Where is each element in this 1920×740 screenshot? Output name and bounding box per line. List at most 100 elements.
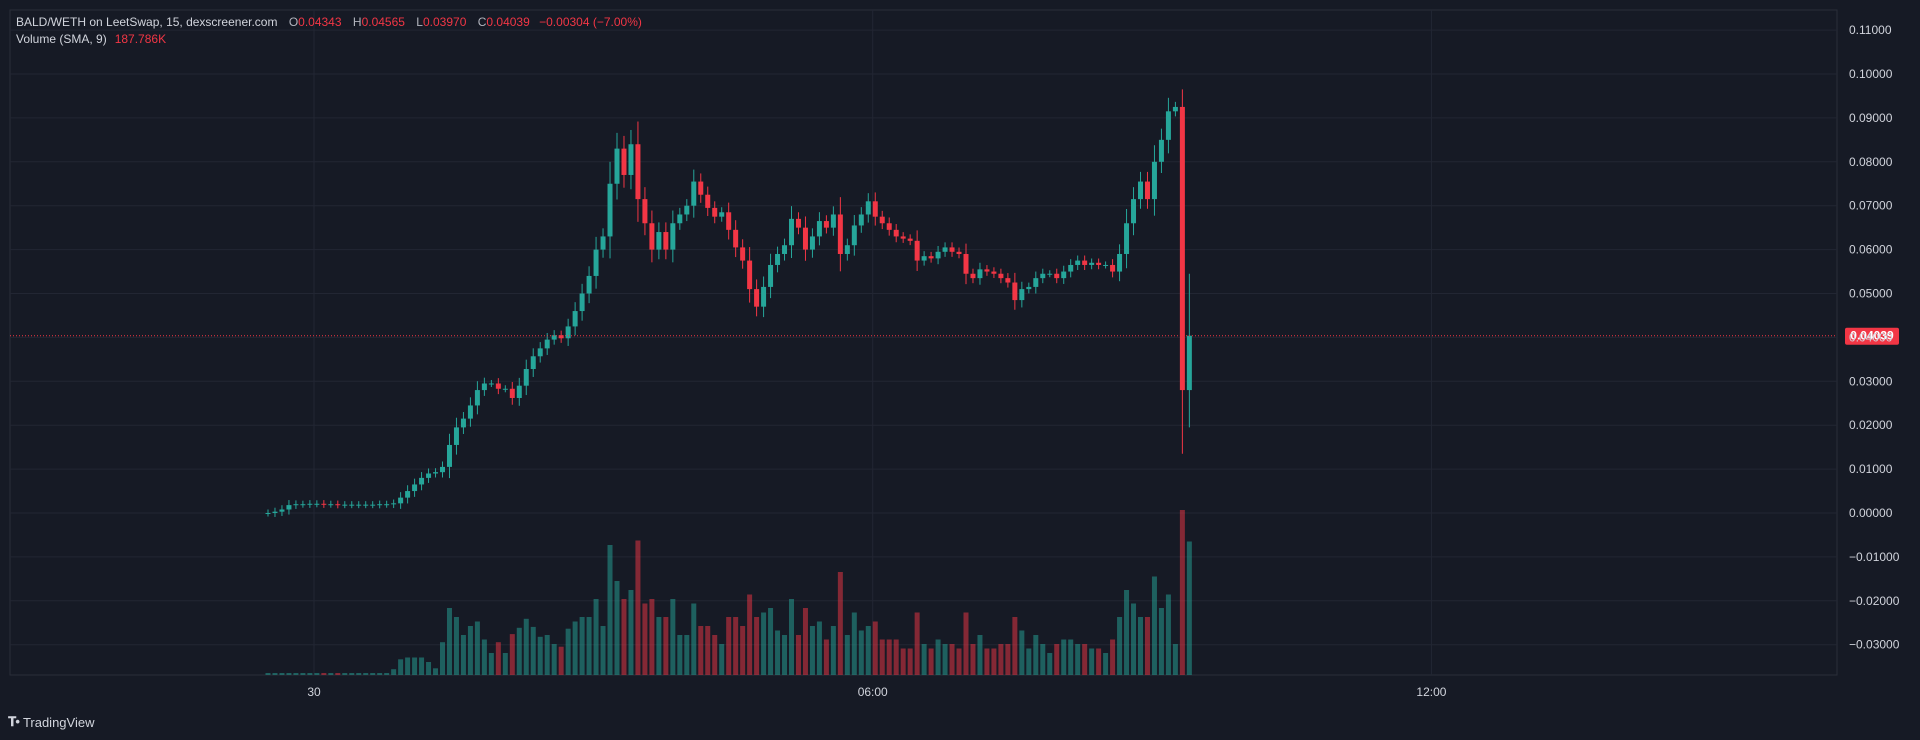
- volume-bar: [719, 644, 725, 675]
- volume-bar: [586, 617, 592, 675]
- candle-body: [900, 236, 906, 239]
- volume-bar: [1158, 608, 1164, 675]
- candle-body: [1082, 260, 1088, 265]
- candle-body: [747, 260, 753, 290]
- volume-bar: [837, 572, 843, 675]
- candle-body: [300, 504, 306, 506]
- volume-bar: [747, 594, 753, 675]
- price-tick-label: 0.01000: [1849, 462, 1893, 476]
- candle-body: [551, 335, 557, 340]
- volume-bar: [1096, 648, 1102, 675]
- volume-bar: [572, 621, 578, 675]
- volume-bar: [802, 608, 808, 675]
- candle-body: [963, 253, 969, 274]
- candle-body: [467, 405, 473, 419]
- candle-body: [405, 491, 411, 498]
- volume-bar: [761, 612, 767, 675]
- candle-body: [705, 194, 711, 208]
- price-axis[interactable]: 0.11000 0.10000 0.09000 0.08000 0.07000 0.060…: [1849, 23, 1900, 652]
- candle-body: [1158, 139, 1164, 162]
- candle-body: [537, 348, 543, 357]
- volume-bar: [530, 626, 536, 675]
- volume-bar: [705, 626, 711, 675]
- volume-bar: [502, 653, 508, 675]
- volume-bar: [942, 644, 948, 675]
- volume-bar: [279, 673, 285, 675]
- volume-bar: [1054, 644, 1060, 675]
- candle-body: [1110, 264, 1116, 272]
- price-tick-label: 0.02000: [1849, 418, 1893, 432]
- volume-bar: [649, 599, 655, 675]
- candle-body: [384, 504, 390, 506]
- candle-body: [370, 504, 376, 506]
- volume-bar: [593, 599, 599, 675]
- volume-bar: [830, 626, 836, 675]
- candle-body: [677, 214, 683, 224]
- volume-bar: [1144, 617, 1150, 675]
- candle-body: [642, 199, 648, 224]
- candle-body: [712, 207, 718, 217]
- volume-bar: [1082, 644, 1088, 675]
- candle-body: [307, 503, 313, 505]
- price-tick-label: −0.01000: [1849, 550, 1900, 564]
- volume-bar: [1179, 510, 1185, 675]
- volume-bar: [460, 635, 466, 675]
- candle-body: [775, 253, 781, 265]
- price-tick-label: 0.09000: [1849, 111, 1893, 125]
- candle-body: [858, 214, 864, 226]
- candle-body: [754, 289, 760, 307]
- volume-bar: [1138, 617, 1143, 675]
- candle-body: [349, 504, 355, 506]
- price-tick-label: −0.02000: [1849, 594, 1900, 608]
- volume-bar: [635, 540, 641, 675]
- candle-body: [914, 240, 920, 261]
- candle-body: [942, 247, 948, 252]
- candle-body: [286, 505, 292, 510]
- candle-body: [893, 229, 899, 237]
- candle-body: [782, 245, 788, 254]
- volume-bar: [405, 657, 411, 675]
- time-axis[interactable]: 3006:0012:0018:003106:0012:0018:00Aug06:…: [307, 685, 1920, 699]
- candle-body: [789, 218, 794, 246]
- volume-bar: [1012, 617, 1018, 675]
- candle-body: [1131, 199, 1137, 224]
- volume-bar: [670, 599, 676, 675]
- volume-bar: [1061, 639, 1067, 675]
- volume-bar: [872, 621, 878, 675]
- volume-bar: [426, 662, 432, 675]
- symbol-title: BALD/WETH on LeetSwap, 15, dexscreener.c…: [16, 15, 278, 29]
- volume-bar: [272, 673, 278, 675]
- candle-body: [670, 223, 676, 250]
- candle-body: [600, 236, 606, 250]
- candle-body: [1165, 111, 1171, 140]
- candle-body: [1040, 273, 1046, 279]
- candle-body: [1124, 223, 1130, 254]
- candle-body: [356, 504, 362, 506]
- volume-bar: [656, 617, 662, 675]
- candle-body: [1179, 106, 1185, 391]
- time-tick-label: 30: [307, 685, 321, 699]
- candle-body: [419, 477, 425, 485]
- volume-bar: [440, 642, 445, 675]
- volume-bar: [537, 636, 543, 675]
- volume-bar: [956, 648, 962, 675]
- tradingview-attribution[interactable]: 𝐓• TradingView: [8, 714, 94, 730]
- volume-bar: [879, 639, 885, 675]
- volume-bar: [265, 673, 271, 675]
- volume-bar: [893, 639, 899, 675]
- candle-body: [321, 503, 327, 505]
- candle-body: [1012, 282, 1018, 301]
- volume-legend-row: Volume (SMA, 9) 187.786K: [16, 31, 642, 48]
- candle-body: [795, 218, 801, 228]
- volume-bar: [433, 668, 439, 675]
- volume-bar: [691, 603, 697, 675]
- volume-bar: [740, 626, 746, 675]
- last-price-line: 0.04039: [10, 327, 1899, 345]
- volume-bar: [495, 642, 501, 675]
- volume-bar: [914, 612, 920, 675]
- volume-bar: [851, 612, 857, 675]
- candle-body: [956, 251, 962, 254]
- tradingview-brand[interactable]: TradingView: [22, 714, 95, 730]
